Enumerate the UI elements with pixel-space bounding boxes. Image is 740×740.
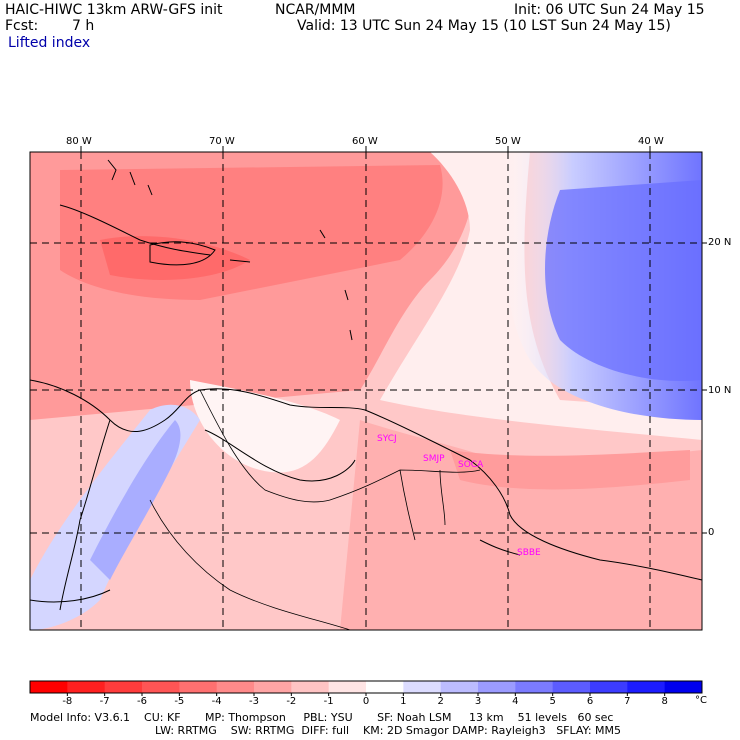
colorbar-label: 8: [661, 696, 668, 707]
colorbar-swatch: [179, 681, 218, 693]
lon-label: 50 W: [495, 136, 521, 147]
colorbar-label: -3: [249, 696, 259, 707]
model-info-line1: Model Info: V3.6.1 CU: KF MP: Thompson P…: [30, 711, 614, 724]
colorbar-swatch: [627, 681, 666, 693]
lon-label: 60 W: [352, 136, 378, 147]
colorbar-swatch: [67, 681, 106, 693]
valid-time: Valid: 13 UTC Sun 24 May 15 (10 LST Sun …: [297, 18, 671, 34]
colorbar-swatch: [216, 681, 255, 693]
lifted-index-field: [30, 152, 702, 630]
fcst-label: Fcst:: [5, 18, 39, 34]
colorbar-label: 1: [400, 696, 407, 707]
colorbar-swatch: [142, 681, 180, 693]
islands: [107, 159, 353, 341]
init-time: Init: 06 UTC Sun 24 May 15: [514, 2, 705, 18]
lat-label: 20 N: [708, 237, 732, 248]
colorbar-label: -5: [174, 696, 185, 707]
station-label: SOCA: [458, 460, 484, 470]
colorbar-swatch: [590, 681, 628, 693]
axis-ticks: [80, 146, 707, 534]
colorbar-swatch: [664, 681, 703, 693]
model-title: HAIC-HIWC 13km ARW-GFS init: [5, 2, 223, 18]
graticule: [30, 152, 702, 630]
colorbar-label: 6: [586, 696, 594, 707]
colorbar-label: 4: [512, 696, 519, 707]
station-label: SBBE: [517, 548, 541, 558]
colorbar-swatch: [478, 681, 516, 693]
colorbar-label: -4: [211, 696, 222, 707]
org-label: NCAR/MMM: [275, 2, 356, 18]
colorbar-swatch: [104, 681, 143, 693]
colorbar-label: 3: [474, 696, 482, 707]
borders: [149, 389, 481, 630]
colorbar-label: 5: [549, 696, 556, 707]
colorbar-swatch: [515, 681, 554, 693]
field-name: Lifted index: [8, 35, 91, 51]
colorbar-label: 0: [362, 696, 370, 707]
colorbar-swatch: [328, 681, 367, 693]
colorbar-label: 7: [624, 696, 631, 707]
lon-label: 70 W: [209, 136, 235, 147]
lat-label: 10 N: [708, 385, 732, 396]
colorbar-unit: °C: [695, 695, 707, 706]
colorbar-swatch: [366, 681, 404, 693]
colorbar-label: -1: [323, 696, 334, 707]
colorbar-label: -6: [137, 696, 147, 707]
station-label: SYCJ: [377, 434, 397, 444]
colorbar-swatch: [552, 681, 591, 693]
colorbar-label: 2: [437, 696, 444, 707]
colorbar-swatch: [30, 681, 68, 693]
colorbar-label: -8: [62, 696, 73, 707]
colorbar-label: -2: [286, 696, 297, 707]
lon-label: 40 W: [638, 136, 664, 147]
lat-label: 0: [708, 527, 715, 538]
coastlines: [30, 204, 702, 611]
fcst-value: 7 h: [72, 18, 95, 34]
colorbar-label: -7: [99, 696, 110, 707]
colorbar-swatch: [403, 681, 442, 693]
model-info-line2: LW: RRTMG SW: RRTMG DIFF: full KM: 2D Sm…: [155, 724, 621, 737]
colorbar-swatch: [291, 681, 330, 693]
station-label: SMJP: [423, 454, 445, 464]
colorbar: [29, 680, 703, 696]
lon-label: 80 W: [66, 136, 92, 147]
colorbar-swatch: [440, 681, 479, 693]
colorbar-swatch: [254, 681, 292, 693]
